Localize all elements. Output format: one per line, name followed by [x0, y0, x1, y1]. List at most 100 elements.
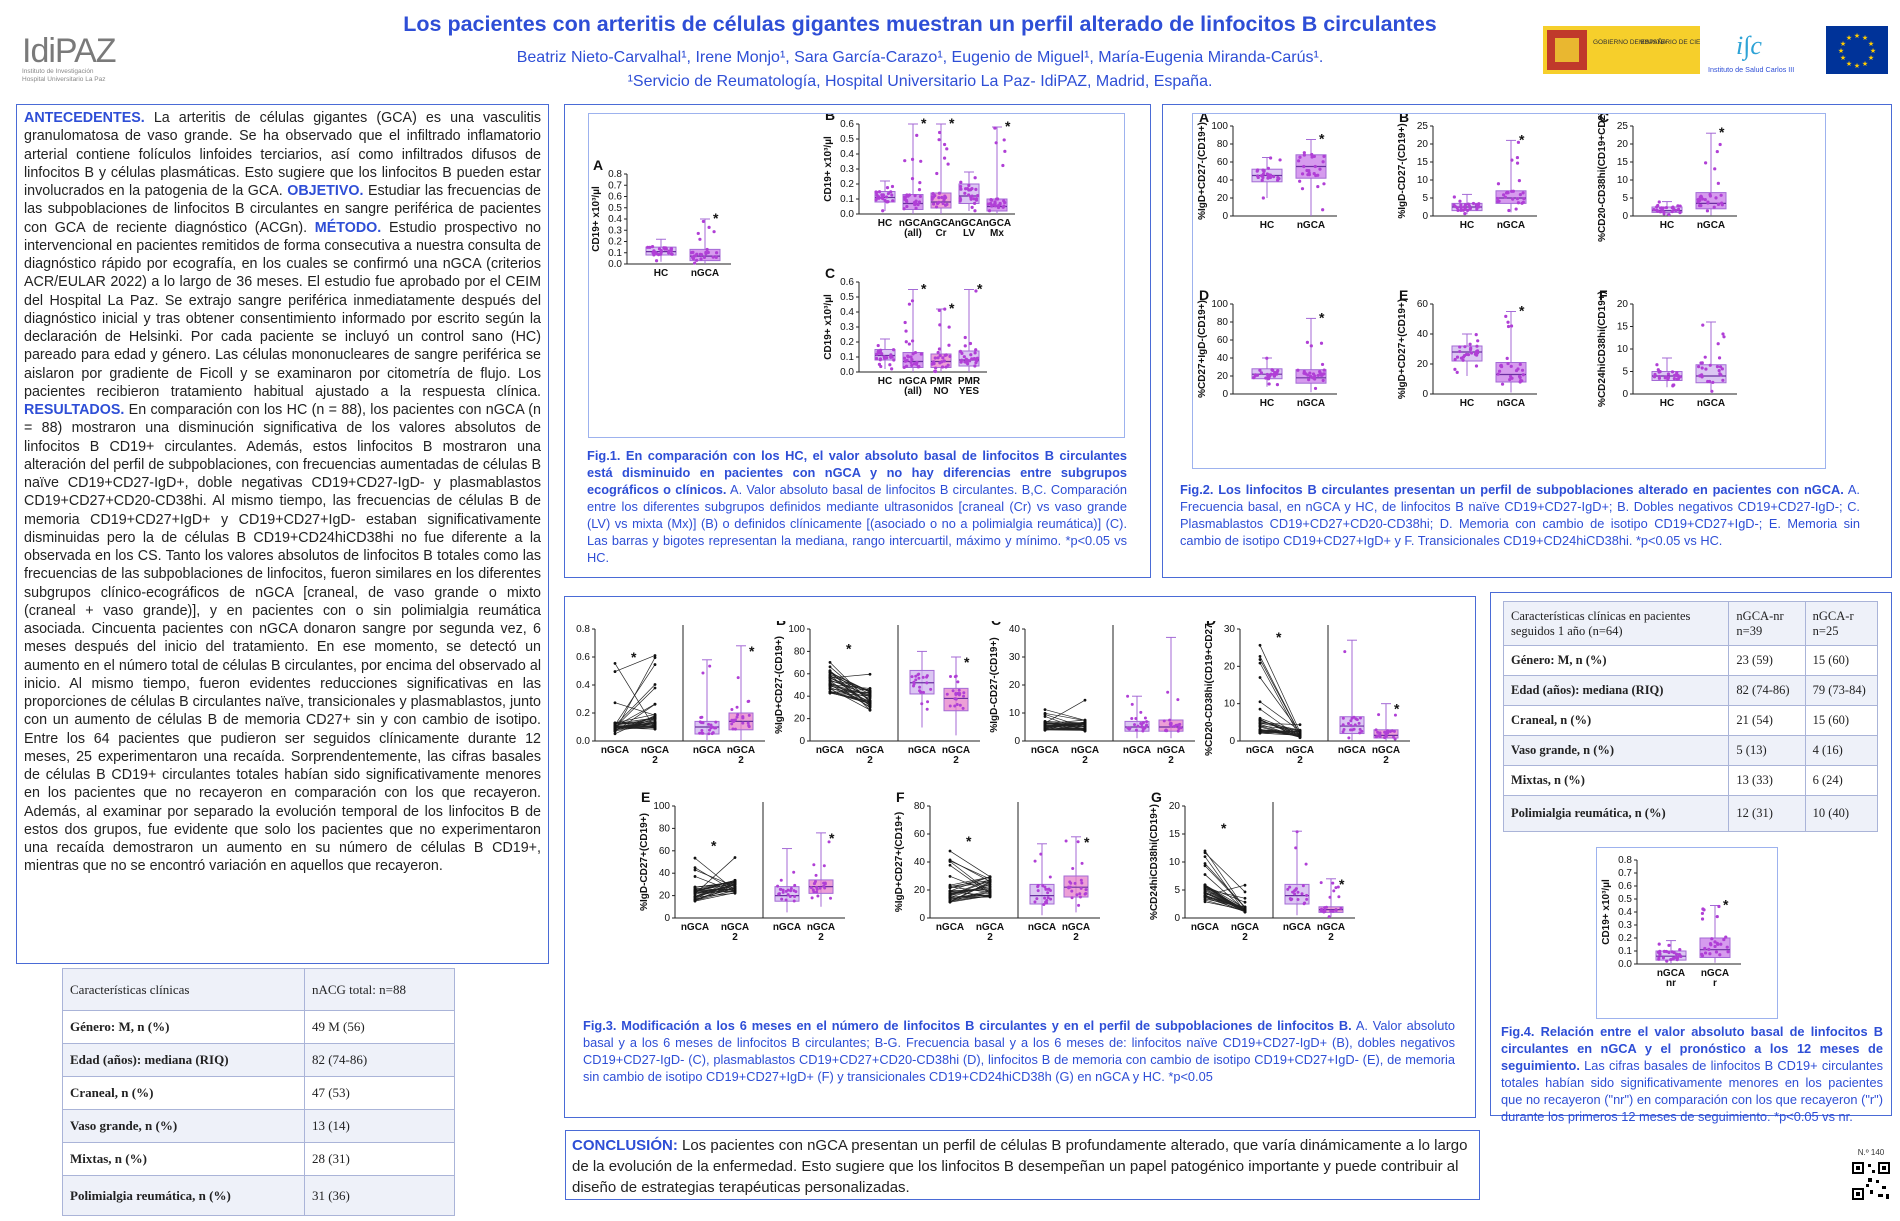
data-point [699, 257, 703, 261]
data-point [1718, 365, 1723, 369]
y-axis-label: %IgD+CD27+(CD19+) [894, 812, 905, 912]
data-point [959, 180, 963, 184]
x-tick-label: r [1713, 978, 1717, 989]
data-point [1465, 208, 1470, 212]
paired-line [1259, 722, 1301, 732]
data-point [1722, 937, 1726, 942]
data-point [1311, 372, 1316, 376]
data-point [914, 199, 918, 203]
data-point [954, 691, 958, 695]
data-point [1515, 197, 1520, 201]
data-point [653, 723, 657, 726]
data-point [1500, 382, 1505, 386]
data-point [987, 209, 992, 213]
table-row: Género: M, n (%) 23 (59) 15 (60) [1502, 645, 1879, 676]
paired-line [1044, 725, 1086, 731]
data-point [938, 353, 942, 358]
paired-line [1204, 874, 1246, 911]
data-point [1341, 730, 1345, 734]
paired-line [1204, 863, 1246, 908]
paired-line [949, 896, 991, 899]
data-point [933, 356, 937, 360]
y-axis-label: CD19+ x10³/µl [823, 294, 834, 360]
data-point [1336, 885, 1340, 889]
data-point [929, 687, 933, 691]
data-point [1358, 731, 1362, 735]
paired-line [949, 880, 991, 887]
data-point [1162, 719, 1166, 723]
data-point [1677, 952, 1681, 957]
fig4-caption-text: Las cifras basales de linfocitos B CD19+… [1501, 1058, 1883, 1124]
table-cell: 79 (73-84) [1804, 675, 1879, 706]
data-point [822, 884, 826, 888]
x-tick-label: nGCA [983, 218, 1011, 229]
data-point [1376, 730, 1380, 734]
data-point [1672, 951, 1676, 955]
data-point [972, 197, 976, 201]
y-tick-label: 40 [1217, 353, 1229, 364]
table1-header-cell: nACG total: n=88 [303, 968, 456, 1011]
paired-line [1259, 731, 1301, 733]
y-tick-label: 5 [1174, 885, 1180, 896]
y-tick-label: 15 [1169, 829, 1181, 840]
x-tick-label: nGCA [856, 745, 884, 756]
fig2b-chart: B 0 5 10 15 20 25 %IgD-CD27-(CD19+) HC * nGCA [1397, 109, 1537, 231]
data-point [1385, 730, 1389, 734]
panel-label: A [593, 157, 603, 173]
data-point [1700, 373, 1704, 377]
y-tick-label: 0 [1014, 736, 1020, 747]
y-tick-label: 20 [1009, 680, 1021, 691]
data-point [1516, 201, 1521, 205]
y-tick-label: 0.3 [840, 164, 854, 175]
data-point [653, 727, 657, 731]
data-point [1509, 324, 1514, 328]
table-cell: 47 (53) [303, 1076, 456, 1110]
y-tick-label: 10 [1617, 175, 1629, 186]
data-point [1331, 909, 1335, 913]
clinical-table-1: Características clínicas nACG total: n=8… [62, 968, 456, 1216]
data-point [1710, 937, 1714, 941]
isciii-icon: i∫c Instituto de Salud Carlos III [1708, 31, 1794, 74]
table-cell: 4 (16) [1804, 735, 1879, 766]
data-point [906, 194, 910, 198]
paired-line [949, 861, 991, 893]
data-point [1145, 723, 1149, 727]
significance-star: * [1723, 897, 1729, 913]
data-point [1659, 206, 1663, 210]
data-point [1334, 909, 1338, 913]
data-point [937, 308, 941, 313]
poster-title: Los pacientes con arteritis de células g… [403, 12, 1437, 36]
table-cell: 6 (24) [1804, 765, 1879, 796]
data-point [735, 715, 739, 719]
data-point [1140, 725, 1144, 729]
data-point [1453, 357, 1457, 362]
data-point [1322, 182, 1326, 186]
data-point [1655, 363, 1659, 367]
significance-star: * [1319, 131, 1325, 147]
table-cell: 31 (36) [303, 1175, 456, 1216]
y-tick-label: 60 [1217, 157, 1229, 168]
significance-star: * [1319, 309, 1325, 325]
x-tick-label: nGCA [927, 218, 955, 229]
paired-line [614, 718, 656, 731]
data-point [918, 181, 922, 185]
x-tick-label: 2 [1082, 755, 1088, 766]
data-point [1064, 839, 1068, 843]
data-point [1293, 892, 1297, 896]
y-tick-label: 100 [653, 801, 670, 812]
data-point [916, 673, 920, 677]
y-tick-label: 0.2 [840, 179, 854, 190]
data-point [696, 231, 700, 236]
data-point [883, 356, 887, 360]
panel-label: G [1151, 789, 1162, 805]
data-point [1672, 207, 1676, 211]
x-tick-label: nGCA [727, 745, 755, 756]
resultados-text: En comparación con los HC (n = 88), los … [24, 402, 541, 875]
data-point [868, 700, 872, 704]
y-tick-label: 20 [1417, 139, 1429, 150]
significance-star: * [631, 649, 637, 665]
data-point [965, 187, 970, 191]
x-tick-label: nGCA [1157, 745, 1185, 756]
